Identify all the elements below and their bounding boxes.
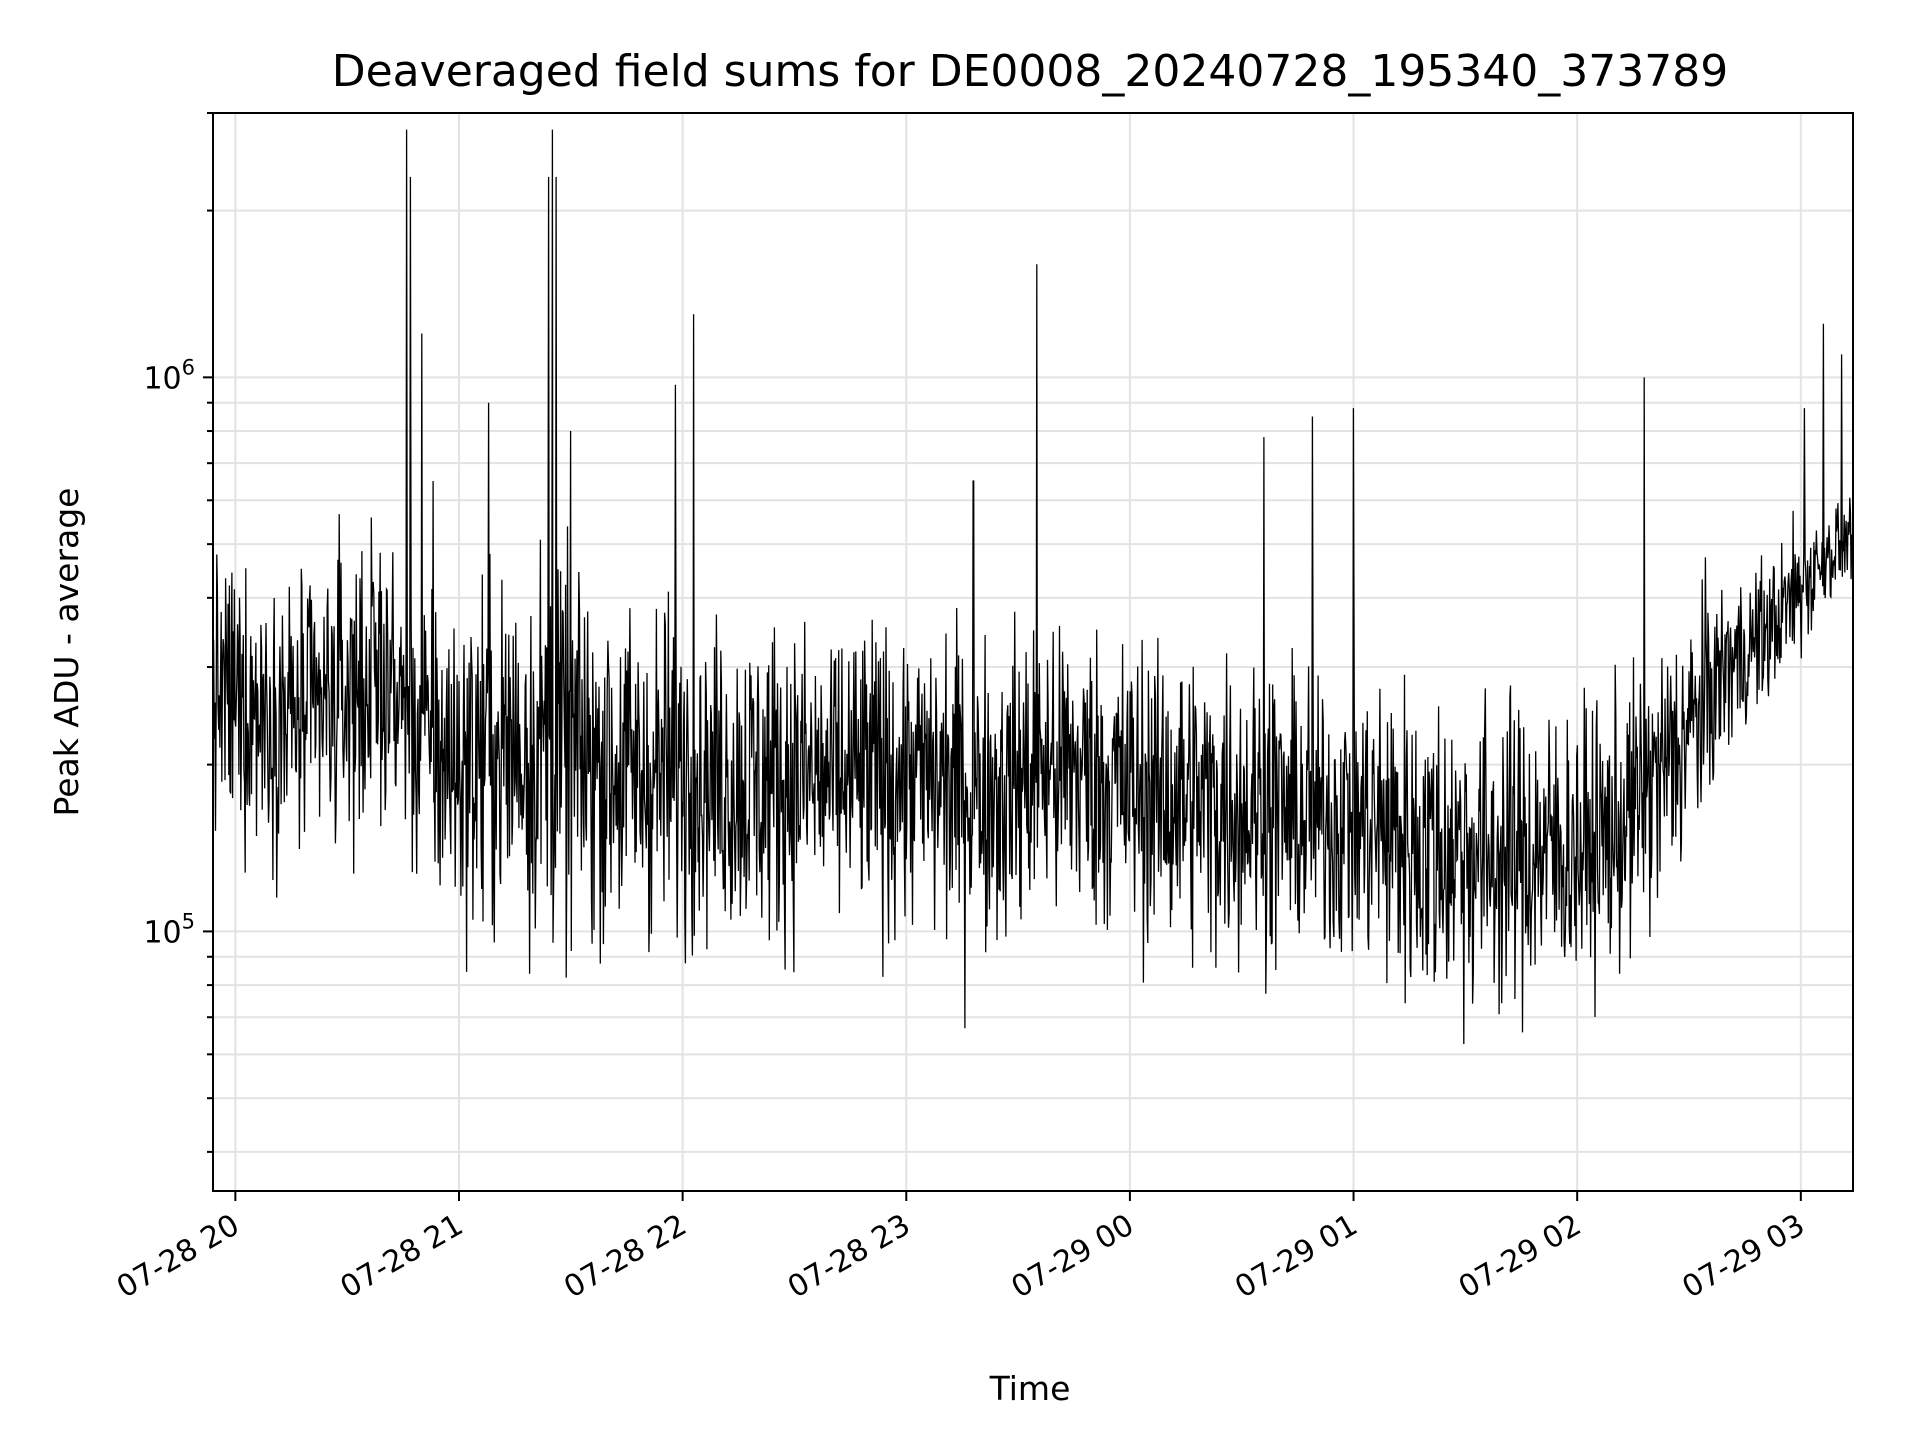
y-axis-title: Peak ADU - average — [47, 488, 86, 817]
plot-frame — [212, 112, 1854, 1192]
y-tick-label: 106 — [143, 355, 195, 396]
chart-title: Deaveraged field sums for DE0008_2024072… — [332, 46, 1729, 97]
y-tick-label: 105 — [143, 909, 195, 950]
y-axis: 105 106 — [143, 112, 213, 1153]
series-line-path — [212, 129, 1854, 1045]
series-line — [212, 129, 1854, 1045]
x-axis-title: Time — [989, 1369, 1071, 1408]
